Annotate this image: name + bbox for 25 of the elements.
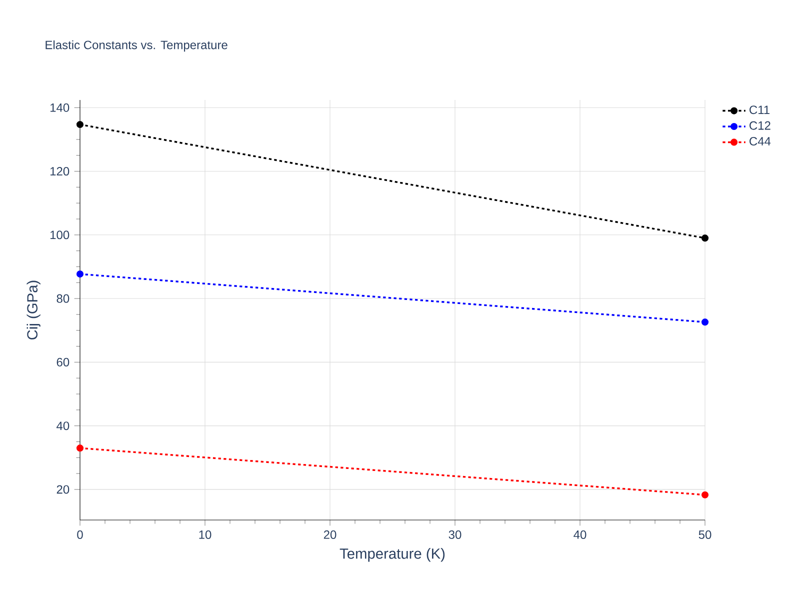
legend-label: C11 — [750, 106, 770, 114]
point — [701, 318, 709, 326]
x-tick-label: 50 — [698, 530, 712, 539]
y-tick-label: 140 — [50, 103, 70, 112]
y-tick-label: 80 — [56, 294, 70, 303]
x-tick-label: 40 — [574, 530, 586, 539]
chart-title: Elastic Constants vs. Temperature — [46, 40, 228, 52]
y-tick-label: 20 — [56, 485, 70, 494]
point — [701, 234, 709, 242]
y-tick-label: 100 — [50, 230, 70, 240]
y-tick-label: 120 — [50, 167, 70, 176]
point — [76, 270, 84, 278]
x-tick-label: 10 — [199, 530, 212, 539]
point — [76, 120, 84, 128]
x-tick-label: 0 — [77, 530, 83, 539]
legend-label: C12 — [750, 121, 770, 130]
x-axis-title: Temperature (K) — [340, 548, 445, 562]
y-axis-title: Cij (GPa) — [26, 280, 40, 340]
y-tick-label: 40 — [56, 422, 70, 430]
point — [76, 444, 84, 452]
legend-label: C44 — [750, 137, 771, 146]
y-tick-label: 60 — [56, 358, 70, 366]
x-tick-label: 20 — [324, 530, 336, 539]
x-tick-label: 30 — [448, 530, 462, 539]
point — [701, 491, 709, 498]
